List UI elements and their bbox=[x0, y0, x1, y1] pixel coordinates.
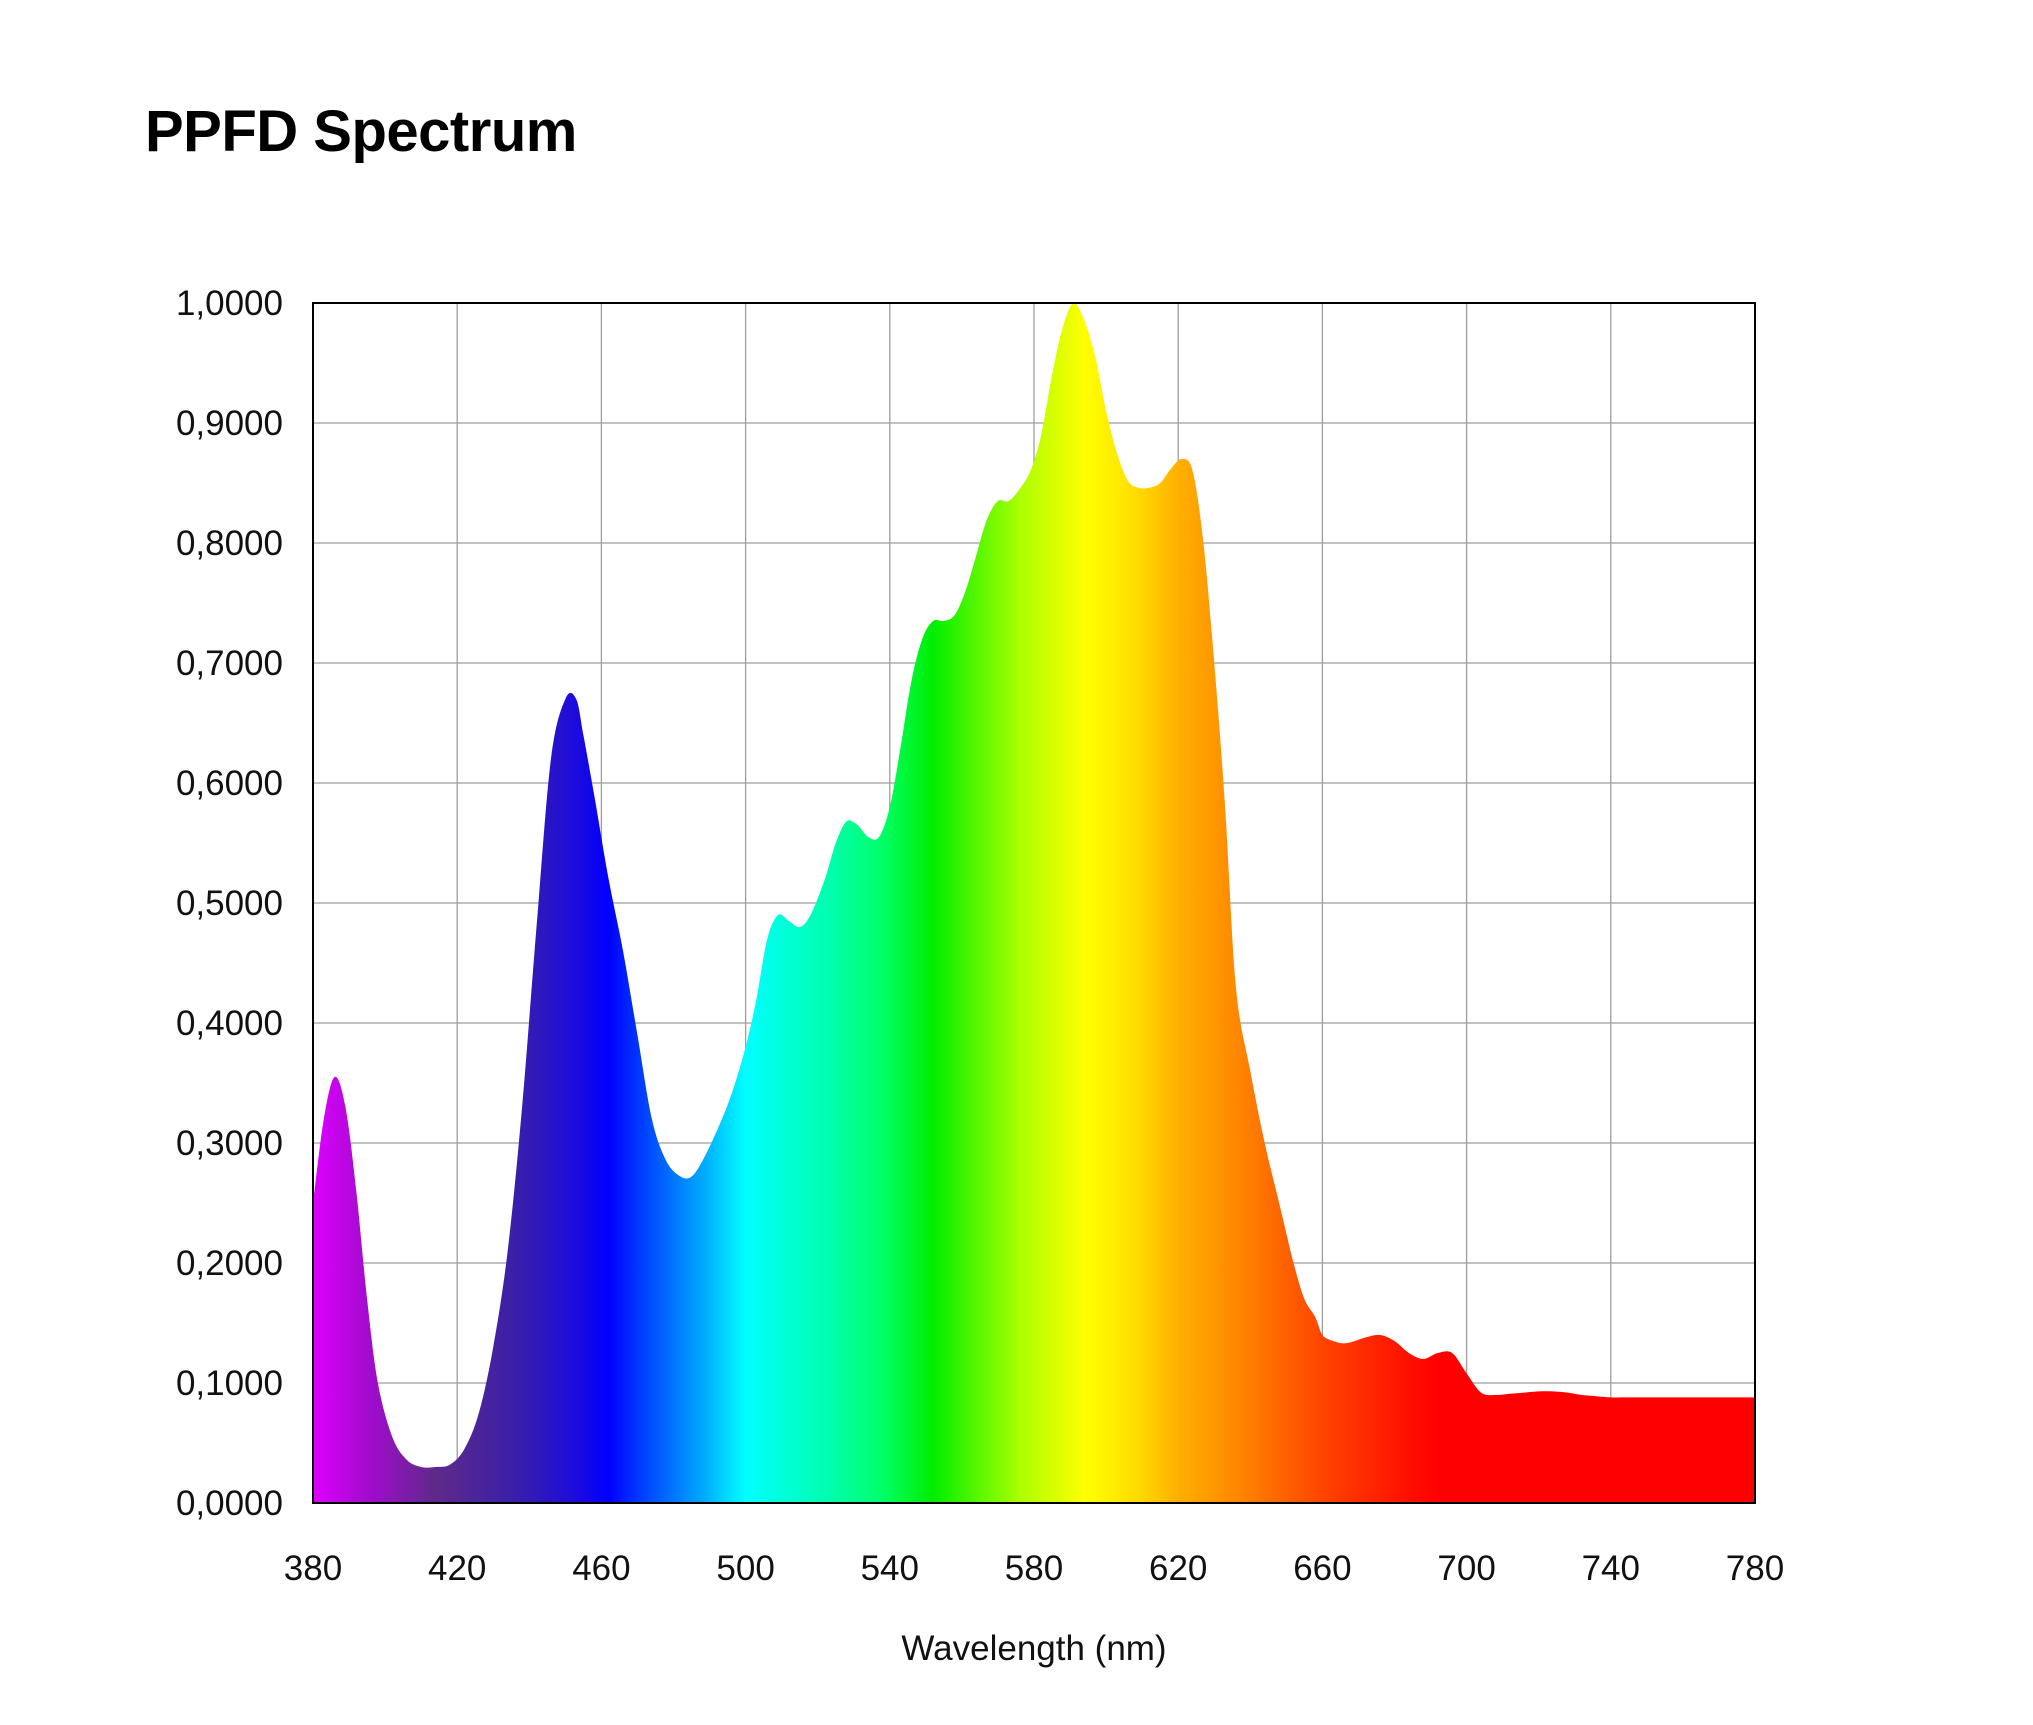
x-tick-label-6: 620 bbox=[1149, 1549, 1207, 1588]
y-tick-label-4: 0,4000 bbox=[176, 1004, 283, 1043]
x-tick-label-2: 460 bbox=[572, 1549, 630, 1588]
y-tick-label-2: 0,2000 bbox=[176, 1244, 283, 1283]
x-axis-title: Wavelength (nm) bbox=[901, 1629, 1166, 1668]
x-tick-label-4: 540 bbox=[861, 1549, 919, 1588]
x-axis-ticks: 380 420 460 500 540 580 620 660 700 740 780 bbox=[284, 1549, 1784, 1588]
x-tick-label-0: 380 bbox=[284, 1549, 342, 1588]
y-tick-label-0: 0,0000 bbox=[176, 1484, 283, 1523]
y-tick-label-9: 0,9000 bbox=[176, 404, 283, 443]
y-tick-label-6: 0,6000 bbox=[176, 764, 283, 803]
x-tick-label-1: 420 bbox=[428, 1549, 486, 1588]
x-tick-label-10: 780 bbox=[1726, 1549, 1784, 1588]
y-tick-label-10: 1,0000 bbox=[176, 284, 283, 323]
spectrum-area bbox=[313, 303, 1755, 1503]
y-tick-label-1: 0,1000 bbox=[176, 1364, 283, 1403]
x-tick-label-9: 740 bbox=[1582, 1549, 1640, 1588]
y-axis-ticks: 0,0000 0,1000 0,2000 0,3000 0,4000 0,5000 0,60… bbox=[176, 284, 283, 1523]
y-tick-label-7: 0,7000 bbox=[176, 644, 283, 683]
chart-title: PPFD Spectrum bbox=[145, 99, 577, 164]
x-tick-label-7: 660 bbox=[1293, 1549, 1351, 1588]
x-tick-label-5: 580 bbox=[1005, 1549, 1063, 1588]
x-tick-label-8: 700 bbox=[1437, 1549, 1495, 1588]
y-tick-label-5: 0,5000 bbox=[176, 884, 283, 923]
x-tick-label-3: 500 bbox=[716, 1549, 774, 1588]
y-tick-label-3: 0,3000 bbox=[176, 1124, 283, 1163]
y-tick-label-8: 0,8000 bbox=[176, 524, 283, 563]
plot-frame bbox=[312, 302, 1756, 1504]
